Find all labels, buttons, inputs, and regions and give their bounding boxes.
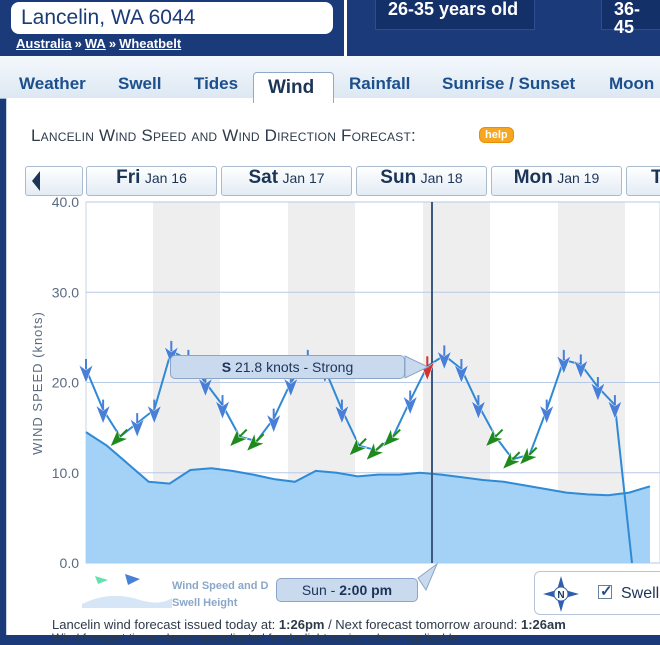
tab-tides[interactable]: Tides	[194, 74, 239, 93]
help-button[interactable]: help	[479, 127, 514, 143]
age-button-26-35[interactable]: 26-35 years old	[375, 0, 535, 30]
tab-moon[interactable]: Moon	[609, 74, 655, 93]
wind-arrow	[519, 446, 539, 466]
legend-arrow-strong	[125, 574, 140, 585]
age-button-36-45[interactable]: 36-45	[601, 0, 660, 36]
day-header-fri[interactable]: Fri Jan 16	[86, 166, 217, 196]
legend-wind-label: Wind Speed and D	[172, 580, 269, 592]
forecast-time-note: Wind forecast times shown are adjusted f…	[52, 631, 459, 645]
breadcrumb-australia[interactable]: Australia	[16, 36, 72, 51]
wind-arrow	[470, 395, 486, 420]
y-axis-label: WIND SPEED (knots)	[30, 311, 45, 455]
wind-arrow	[229, 427, 249, 447]
tab-weather[interactable]: Weather	[19, 74, 86, 93]
swell-toggle-label: Swell	[621, 585, 660, 602]
location-title: Lancelin, WA 6044	[11, 2, 333, 34]
check-icon: ✓	[600, 583, 613, 600]
wind-arrow	[78, 359, 94, 384]
tab-wind-active	[253, 72, 334, 103]
wind-arrow	[95, 399, 111, 425]
wind-arrow	[502, 450, 522, 470]
breadcrumb: Australia» WA» Wheatbelt	[16, 36, 182, 51]
y-tick-label: 20.0	[52, 375, 79, 391]
wind-arrow	[539, 399, 555, 425]
swell-series	[85, 431, 651, 563]
wind-arrow	[590, 377, 606, 402]
wind-arrow	[246, 432, 266, 452]
forecast-issued-note: Lancelin wind forecast issued today at: …	[52, 617, 566, 632]
wind-arrow	[436, 345, 452, 371]
day-header-sun[interactable]: Sun Jan 18	[356, 166, 487, 196]
wind-arrow	[365, 441, 385, 461]
wind-arrow	[453, 359, 469, 384]
wind-arrow	[556, 349, 572, 375]
tab-sunrise-sunset[interactable]: Sunrise / Sunset	[442, 74, 576, 93]
swell-area	[86, 432, 650, 563]
speed-tooltip: S 21.8 knots - Strong	[170, 355, 405, 379]
tooltip-pointer	[404, 355, 430, 379]
y-tick-label: 30.0	[52, 284, 79, 300]
wind-arrow	[402, 390, 418, 416]
swell-checkbox[interactable]: ✓	[598, 583, 613, 600]
tab-swell[interactable]: Swell	[118, 74, 162, 93]
y-axis-ticks: 0.0 10.0 20.0 30.0 40.0	[52, 194, 79, 571]
day-header-tue[interactable]: T	[626, 166, 660, 196]
tab-rainfall[interactable]: Rainfall	[349, 74, 411, 93]
wind-arrow	[348, 437, 368, 457]
y-tick-label: 40.0	[52, 194, 79, 210]
chevron-left-icon	[32, 171, 40, 191]
time-pointer	[417, 562, 439, 592]
wind-arrow	[382, 427, 402, 447]
wind-arrow	[266, 408, 282, 434]
day-header-sat[interactable]: Sat Jan 17	[221, 166, 352, 196]
wind-arrow	[334, 399, 350, 425]
y-tick-label: 0.0	[60, 555, 80, 571]
site-header: Lancelin, WA 6044 Australia» WA» Wheatbelt…	[0, 0, 660, 56]
wind-arrow	[573, 354, 589, 380]
wind-arrow	[109, 427, 129, 447]
chart-title: Lancelin Wind Speed and Wind Direction F…	[31, 126, 416, 145]
wind-arrow	[607, 395, 623, 420]
wind-arrow	[485, 427, 505, 447]
tab-wind[interactable]: Wind	[268, 77, 315, 98]
chart-options-box: N	[534, 571, 660, 615]
wind-arrow	[129, 413, 145, 438]
wind-arrow	[214, 395, 231, 420]
legend-swell-label: Swell Height	[172, 597, 238, 609]
prev-day-button[interactable]	[25, 166, 83, 196]
header-divider	[344, 0, 347, 56]
svg-text:N: N	[557, 590, 564, 601]
time-marker-label: Sun - 2:00 pm	[276, 578, 418, 602]
breadcrumb-wa[interactable]: WA	[84, 36, 106, 51]
legend-swell-shape	[82, 595, 172, 608]
wind-arrow	[146, 399, 162, 425]
day-header-mon[interactable]: Mon Jan 19	[491, 166, 622, 196]
legend-arrow-light	[95, 576, 108, 584]
swell-line	[85, 431, 651, 497]
y-tick-label: 10.0	[52, 465, 79, 481]
compass-icon: N	[543, 576, 579, 612]
breadcrumb-wheatbelt[interactable]: Wheatbelt	[119, 36, 182, 51]
